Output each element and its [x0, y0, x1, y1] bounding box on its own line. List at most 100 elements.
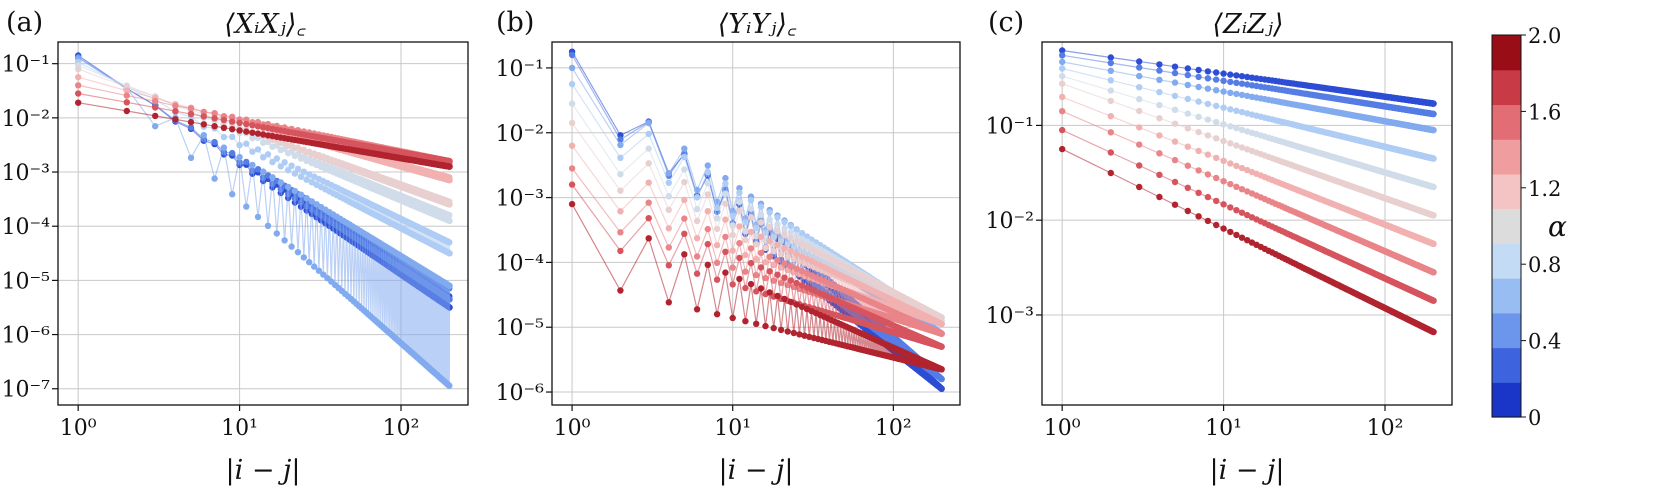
data-point: [665, 244, 672, 251]
data-point: [1107, 67, 1115, 75]
data-point: [187, 118, 195, 126]
data-point: [254, 130, 262, 137]
data-point: [787, 234, 794, 242]
data-point: [713, 311, 721, 318]
series-alpha-1.5: [568, 165, 945, 337]
data-point: [1136, 64, 1143, 71]
data-point: [938, 330, 945, 337]
data-point: [722, 200, 729, 207]
data-point: [736, 223, 743, 230]
data-point: [303, 176, 310, 183]
data-point: [713, 215, 721, 222]
data-point: [798, 268, 806, 275]
data-point: [777, 326, 785, 334]
data-point: [781, 260, 788, 267]
data-point: [1107, 87, 1115, 94]
data-point: [1204, 75, 1212, 82]
data-point: [704, 191, 711, 198]
data-point: [1156, 76, 1163, 84]
data-point: [693, 306, 701, 313]
data-point: [757, 219, 765, 226]
data-point: [747, 214, 755, 221]
data-point: [220, 116, 228, 124]
data-point: [1213, 69, 1220, 76]
data-point: [1233, 72, 1240, 79]
data-point: [747, 205, 755, 212]
data-point: [665, 193, 672, 200]
data-point: [793, 226, 800, 233]
data-point: [75, 90, 82, 97]
data-point: [1227, 71, 1234, 78]
data-point: [1238, 126, 1246, 133]
axes-frame: [57, 41, 469, 406]
data-point: [742, 251, 749, 259]
data-point: [1195, 66, 1202, 74]
data-point: [681, 178, 688, 186]
data-point: [681, 166, 688, 173]
data-point: [645, 235, 652, 242]
panel-label: (a): [6, 7, 43, 38]
y-tick-label: 10⁻³: [2, 161, 50, 186]
y-tick-label: 10⁻¹: [2, 53, 50, 78]
data-point: [938, 385, 945, 392]
data-point: [1059, 52, 1066, 59]
data-point: [1136, 72, 1143, 80]
data-point: [617, 187, 624, 194]
data-point: [172, 116, 179, 123]
data-point: [681, 215, 688, 222]
data-point: [1244, 81, 1251, 88]
series-alpha-1.7: [568, 181, 945, 350]
data-point: [446, 282, 453, 289]
x-tick-label: 10²: [875, 416, 912, 441]
data-point: [704, 240, 711, 248]
data-point: [747, 197, 755, 204]
data-point: [757, 233, 765, 240]
data-point: [1220, 104, 1227, 111]
data-point: [568, 119, 576, 127]
data-point: [1195, 73, 1202, 81]
series-group: [568, 48, 945, 392]
data-point: [766, 237, 773, 245]
data-point: [729, 314, 736, 322]
data-point: [1204, 85, 1212, 92]
data-point: [757, 203, 765, 210]
y-tick-label: 10⁻⁴: [2, 215, 51, 240]
data-point: [787, 228, 794, 236]
data-point: [1184, 81, 1192, 89]
data-point: [766, 253, 773, 260]
data-point: [172, 102, 179, 110]
data-point: [693, 270, 701, 277]
data-point: [200, 132, 207, 139]
data-point: [1220, 77, 1227, 85]
data-point: [1430, 155, 1437, 162]
data-point: [300, 254, 307, 261]
data-point: [736, 207, 743, 215]
data-point: [200, 121, 207, 128]
data-point: [1220, 88, 1227, 95]
data-point: [229, 118, 236, 125]
data-point: [568, 142, 576, 149]
data-point: [774, 221, 781, 228]
data-point: [774, 241, 781, 248]
data-point: [938, 314, 945, 321]
y-tick-label: 10⁻⁵: [2, 269, 50, 294]
data-point: [693, 253, 701, 260]
data-point: [1244, 128, 1251, 135]
data-point: [736, 189, 743, 196]
data-point: [713, 259, 721, 266]
data-point: [704, 261, 711, 268]
data-point: [260, 139, 267, 146]
data-point: [220, 133, 228, 141]
x-tick-label: 10⁰: [554, 416, 591, 441]
data-point: [665, 170, 672, 177]
data-point: [1238, 108, 1246, 116]
data-point: [243, 158, 250, 166]
data-point: [617, 208, 624, 215]
data-point: [269, 174, 276, 181]
data-point: [736, 275, 743, 283]
panel-a: 10⁰ 10¹ 10²10⁻¹10⁻²10⁻³10⁻⁴10⁻⁵10⁻⁶10⁻⁷⟨Xᵢ…: [2, 7, 469, 486]
series-alpha-1.7: [75, 90, 453, 165]
data-point: [1204, 68, 1212, 75]
data-point: [1195, 98, 1202, 105]
data-point: [1059, 72, 1066, 80]
